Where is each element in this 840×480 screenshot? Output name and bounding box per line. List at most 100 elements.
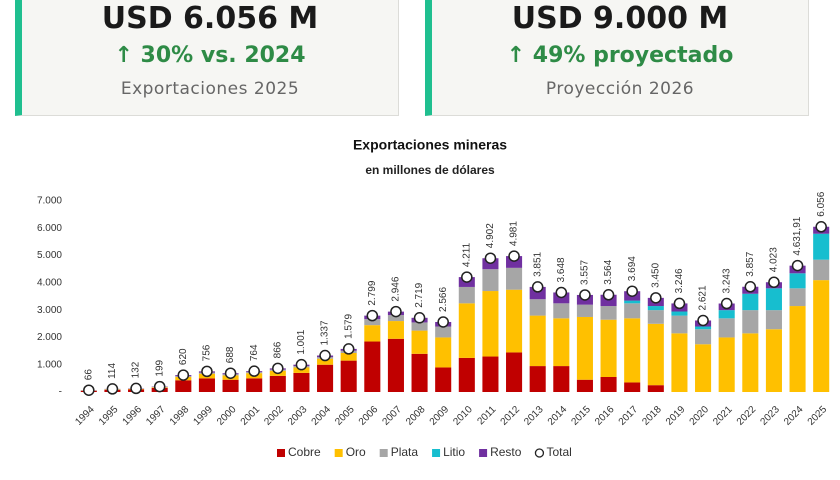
bar-segment xyxy=(671,333,688,392)
total-marker xyxy=(413,312,426,324)
bar-segment xyxy=(222,379,239,392)
bar-segment xyxy=(198,378,215,392)
legend-label: Plata xyxy=(391,445,419,459)
bar-segment xyxy=(364,341,381,392)
bar-segment xyxy=(813,280,830,392)
total-label: 4.023 xyxy=(769,247,780,272)
bar-segment xyxy=(458,357,475,392)
total-marker xyxy=(437,316,449,328)
x-tick-label: 2002 xyxy=(262,404,286,428)
total-marker xyxy=(626,285,638,297)
bar-segment xyxy=(576,316,593,380)
total-marker xyxy=(461,271,473,283)
total-marker xyxy=(130,382,142,395)
bar-segment xyxy=(671,315,688,334)
bar-segment xyxy=(742,333,759,392)
total-marker xyxy=(650,292,662,304)
kpi-value: USD 9.000 M xyxy=(511,1,729,36)
total-marker xyxy=(342,343,355,355)
bar-segment xyxy=(482,291,499,357)
x-tick-label: 2022 xyxy=(735,404,759,428)
bar-segment xyxy=(718,310,735,319)
total-label: 4.902 xyxy=(485,223,496,248)
bar-segment xyxy=(482,269,499,292)
bar-segment xyxy=(600,306,617,320)
bar-segment xyxy=(435,326,452,338)
x-tick-label: 2007 xyxy=(380,404,404,428)
total-marker xyxy=(579,289,591,301)
bar-segment xyxy=(624,382,641,392)
x-tick-label: 1996 xyxy=(121,404,145,428)
total-label: 3.246 xyxy=(674,268,685,293)
bar-segment xyxy=(813,233,830,260)
total-marker xyxy=(555,286,568,299)
x-tick-label: 2011 xyxy=(475,404,498,427)
total-label: 2.719 xyxy=(414,282,425,307)
total-marker xyxy=(484,252,497,264)
legend-swatch xyxy=(379,449,388,457)
x-tick-label: 2006 xyxy=(357,404,381,428)
bar-segment xyxy=(506,352,523,392)
total-marker xyxy=(295,358,308,371)
total-marker xyxy=(201,365,213,378)
total-label: 3.243 xyxy=(721,268,732,293)
total-label: 4.631,91 xyxy=(792,216,803,255)
bar-segment xyxy=(765,329,782,392)
bar-segment xyxy=(553,303,570,319)
y-tick-label: 2.000 xyxy=(37,332,62,343)
legend-swatch xyxy=(479,449,488,457)
bar-segment xyxy=(600,376,617,392)
total-label: 3.557 xyxy=(580,259,591,284)
bar-segment xyxy=(317,358,334,365)
x-tick-label: 2005 xyxy=(333,404,357,428)
bar-segment xyxy=(506,256,523,268)
x-tick-label: 1997 xyxy=(144,404,168,428)
legend-swatch xyxy=(334,449,343,457)
x-tick-label: 1995 xyxy=(97,404,121,428)
bar-segment xyxy=(411,353,428,392)
bar-segment xyxy=(529,366,546,392)
x-tick-label: 2012 xyxy=(499,404,523,428)
bar-segment xyxy=(317,364,334,392)
total-marker xyxy=(83,384,95,396)
legend-swatch xyxy=(534,448,545,458)
total-marker xyxy=(508,250,520,262)
total-marker xyxy=(697,314,709,327)
x-tick-label: 2023 xyxy=(758,404,782,428)
bar-segment xyxy=(246,378,263,392)
bar-segment xyxy=(529,299,546,316)
total-label: 132 xyxy=(131,361,142,378)
x-tick-label: 2021 xyxy=(711,404,735,428)
total-marker xyxy=(720,297,733,310)
x-tick-label: 2008 xyxy=(404,404,428,428)
bar-segment xyxy=(458,286,475,304)
bar-segment xyxy=(364,319,381,326)
total-label: 4.211 xyxy=(461,242,472,267)
bar-segment xyxy=(506,289,523,353)
total-marker xyxy=(531,281,544,293)
total-label: 3.648 xyxy=(556,257,567,282)
bar-segment xyxy=(364,325,381,342)
legend-label: Cobre xyxy=(288,445,321,459)
kpi-value: USD 6.056 M xyxy=(101,1,319,36)
bar-segment xyxy=(789,273,806,289)
legend-swatch xyxy=(432,449,441,457)
x-tick-label: 1999 xyxy=(191,404,215,428)
total-label: 199 xyxy=(154,359,165,376)
x-tick-label: 2020 xyxy=(688,404,712,428)
bar-segment xyxy=(647,310,664,324)
x-tick-label: 2015 xyxy=(569,404,593,428)
total-label: 688 xyxy=(225,346,236,363)
bar-segment xyxy=(175,380,192,392)
total-label: 756 xyxy=(202,344,213,361)
legend-label: Total xyxy=(546,445,571,459)
legend-label: Litio xyxy=(443,445,465,459)
bar-segment xyxy=(435,337,452,368)
total-marker xyxy=(272,362,284,375)
total-marker xyxy=(153,380,166,393)
x-tick-label: 2013 xyxy=(522,404,546,428)
y-tick-label: 1.000 xyxy=(37,359,62,370)
chart-subtitle: en millones de dólares xyxy=(365,163,495,177)
bar-segment xyxy=(789,288,806,307)
